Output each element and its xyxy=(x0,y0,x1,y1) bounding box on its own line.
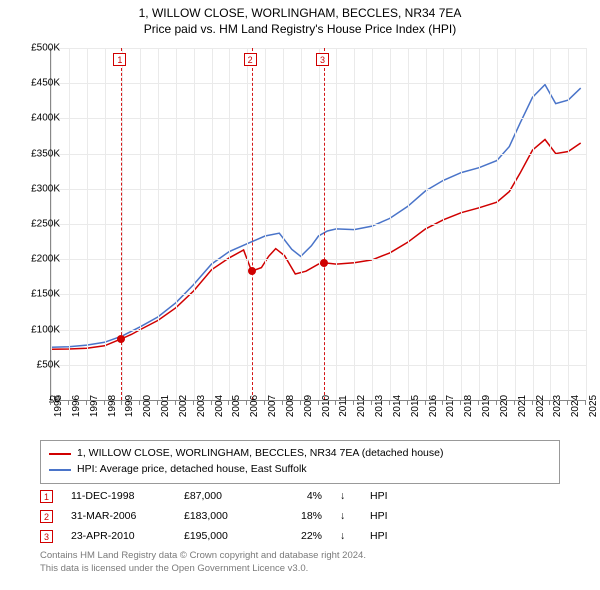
x-tick-label: 2006 xyxy=(249,395,260,417)
event-dot xyxy=(248,267,256,275)
x-tick-label: 2013 xyxy=(374,395,385,417)
legend: 1, WILLOW CLOSE, WORLINGHAM, BECCLES, NR… xyxy=(40,440,560,484)
footer-line2: This data is licensed under the Open Gov… xyxy=(40,563,366,576)
event-price: £195,000 xyxy=(184,530,269,542)
x-tick-label: 2004 xyxy=(214,395,225,417)
y-tick-label: £350K xyxy=(31,148,60,159)
event-dot xyxy=(320,259,328,267)
legend-swatch-price xyxy=(49,453,71,455)
event-suffix: HPI xyxy=(370,510,388,522)
x-tick-label: 2016 xyxy=(428,395,439,417)
y-tick-label: £50K xyxy=(37,359,60,370)
event-row: 3 23-APR-2010 £195,000 22% ↓ HPI xyxy=(40,526,560,546)
x-tick-label: 2025 xyxy=(588,395,599,417)
event-pct: 22% xyxy=(287,530,322,542)
legend-swatch-hpi xyxy=(49,469,71,471)
event-marker: 1 xyxy=(113,53,126,66)
footer-line1: Contains HM Land Registry data © Crown c… xyxy=(40,550,366,563)
x-tick-label: 2008 xyxy=(285,395,296,417)
x-tick-label: 2019 xyxy=(481,395,492,417)
y-tick-label: £150K xyxy=(31,289,60,300)
series-hpi xyxy=(51,85,581,348)
footer: Contains HM Land Registry data © Crown c… xyxy=(40,550,366,576)
legend-row-price: 1, WILLOW CLOSE, WORLINGHAM, BECCLES, NR… xyxy=(49,446,551,462)
event-pct: 4% xyxy=(287,490,322,502)
legend-label-price: 1, WILLOW CLOSE, WORLINGHAM, BECCLES, NR… xyxy=(77,446,443,462)
x-tick-label: 2009 xyxy=(303,395,314,417)
x-tick-label: 2001 xyxy=(160,395,171,417)
x-tick-label: 2017 xyxy=(445,395,456,417)
x-tick-label: 2015 xyxy=(410,395,421,417)
x-tick-label: 2002 xyxy=(178,395,189,417)
x-tick-label: 2010 xyxy=(321,395,332,417)
x-tick-label: 1997 xyxy=(89,395,100,417)
x-tick-label: 2014 xyxy=(392,395,403,417)
x-tick-label: 1996 xyxy=(71,395,82,417)
x-tick-label: 2024 xyxy=(570,395,581,417)
legend-label-hpi: HPI: Average price, detached house, East… xyxy=(77,462,307,478)
y-tick-label: £500K xyxy=(31,43,60,54)
events-table: 1 11-DEC-1998 £87,000 4% ↓ HPI 2 31-MAR-2006 £18… xyxy=(40,486,560,546)
plot-area xyxy=(50,48,586,401)
x-tick-label: 2003 xyxy=(196,395,207,417)
x-tick-label: 2005 xyxy=(231,395,242,417)
event-date: 11-DEC-1998 xyxy=(71,490,166,502)
event-date: 23-APR-2010 xyxy=(71,530,166,542)
down-arrow-icon: ↓ xyxy=(340,530,352,542)
event-row: 2 31-MAR-2006 £183,000 18% ↓ HPI xyxy=(40,506,560,526)
x-tick-label: 2021 xyxy=(517,395,528,417)
legend-row-hpi: HPI: Average price, detached house, East… xyxy=(49,462,551,478)
x-tick-label: 2012 xyxy=(356,395,367,417)
event-pct: 18% xyxy=(287,510,322,522)
event-row-marker: 1 xyxy=(40,490,53,503)
down-arrow-icon: ↓ xyxy=(340,490,352,502)
x-tick-label: 2020 xyxy=(499,395,510,417)
event-dot xyxy=(117,335,125,343)
event-date: 31-MAR-2006 xyxy=(71,510,166,522)
chart-container: 1, WILLOW CLOSE, WORLINGHAM, BECCLES, NR… xyxy=(0,0,600,590)
event-row: 1 11-DEC-1998 £87,000 4% ↓ HPI xyxy=(40,486,560,506)
chart-title-line1: 1, WILLOW CLOSE, WORLINGHAM, BECCLES, NR… xyxy=(0,0,600,22)
event-row-marker: 3 xyxy=(40,530,53,543)
down-arrow-icon: ↓ xyxy=(340,510,352,522)
event-row-marker: 2 xyxy=(40,510,53,523)
x-tick-label: 2023 xyxy=(552,395,563,417)
event-price: £87,000 xyxy=(184,490,269,502)
y-tick-label: £250K xyxy=(31,219,60,230)
x-tick-label: 2011 xyxy=(338,395,349,417)
series-price_paid xyxy=(51,140,581,350)
y-tick-label: £300K xyxy=(31,183,60,194)
x-tick-label: 2007 xyxy=(267,395,278,417)
y-tick-label: £400K xyxy=(31,113,60,124)
chart-title-line2: Price paid vs. HM Land Registry's House … xyxy=(0,22,600,38)
x-tick-label: 2000 xyxy=(142,395,153,417)
event-suffix: HPI xyxy=(370,530,388,542)
x-tick-label: 1998 xyxy=(107,395,118,417)
y-tick-label: £200K xyxy=(31,254,60,265)
event-price: £183,000 xyxy=(184,510,269,522)
event-marker: 2 xyxy=(244,53,257,66)
x-tick-label: 1999 xyxy=(124,395,135,417)
event-marker: 3 xyxy=(316,53,329,66)
y-tick-label: £450K xyxy=(31,78,60,89)
event-suffix: HPI xyxy=(370,490,388,502)
x-tick-label: 2022 xyxy=(535,395,546,417)
x-tick-label: 1995 xyxy=(53,395,64,417)
x-tick-label: 2018 xyxy=(463,395,474,417)
y-tick-label: £100K xyxy=(31,324,60,335)
